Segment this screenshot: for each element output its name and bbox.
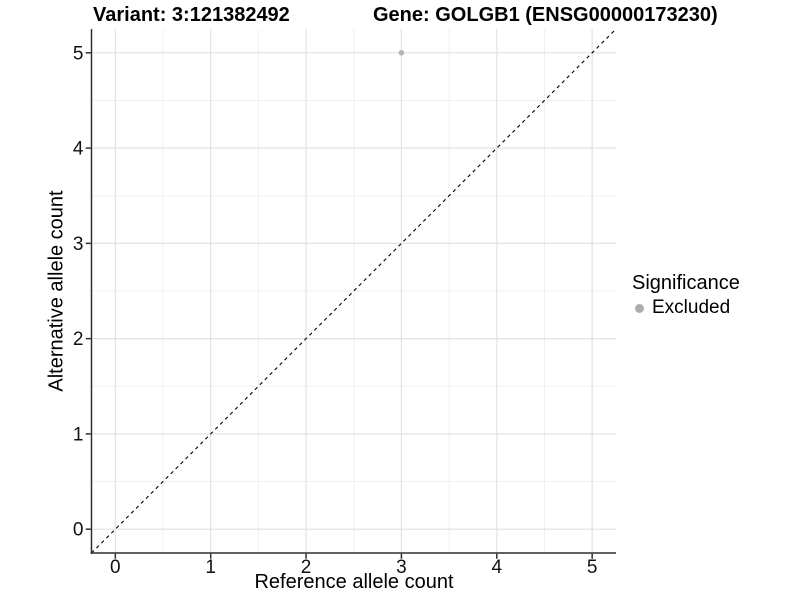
- x-axis-tick-label: 4: [492, 557, 503, 578]
- x-axis-tick-label: 0: [110, 557, 121, 578]
- x-axis-title: Reference allele count: [254, 571, 454, 593]
- identity-line: [91, 28, 617, 554]
- y-axis-title: Alternative allele count: [45, 190, 68, 392]
- legend-item: Excluded: [632, 297, 740, 319]
- legend-items: Excluded: [632, 297, 740, 319]
- x-axis-tick-label: 5: [587, 557, 598, 578]
- y-axis-tick-label: 0: [73, 520, 84, 541]
- x-axis-tick-label: 1: [205, 557, 216, 578]
- y-axis-tick-label: 4: [73, 139, 84, 160]
- variant-title: Variant: 3:121382492: [93, 4, 290, 26]
- legend-marker-circle-icon: [635, 303, 644, 313]
- y-axis-tick-label: 3: [73, 234, 84, 255]
- legend: Significance Excluded: [632, 272, 740, 319]
- data-point: [398, 50, 405, 56]
- x-axis-tick-label: 2: [301, 557, 312, 578]
- y-axis-tick-label: 5: [73, 43, 84, 64]
- gene-title: Gene: GOLGB1 (ENSG00000173230): [373, 4, 718, 26]
- legend-item-label: Excluded: [652, 297, 731, 318]
- x-axis-tick-label: 3: [396, 557, 407, 578]
- legend-title: Significance: [632, 272, 740, 294]
- y-axis-tick-label: 2: [73, 329, 84, 350]
- y-axis-tick-label: 1: [73, 424, 84, 445]
